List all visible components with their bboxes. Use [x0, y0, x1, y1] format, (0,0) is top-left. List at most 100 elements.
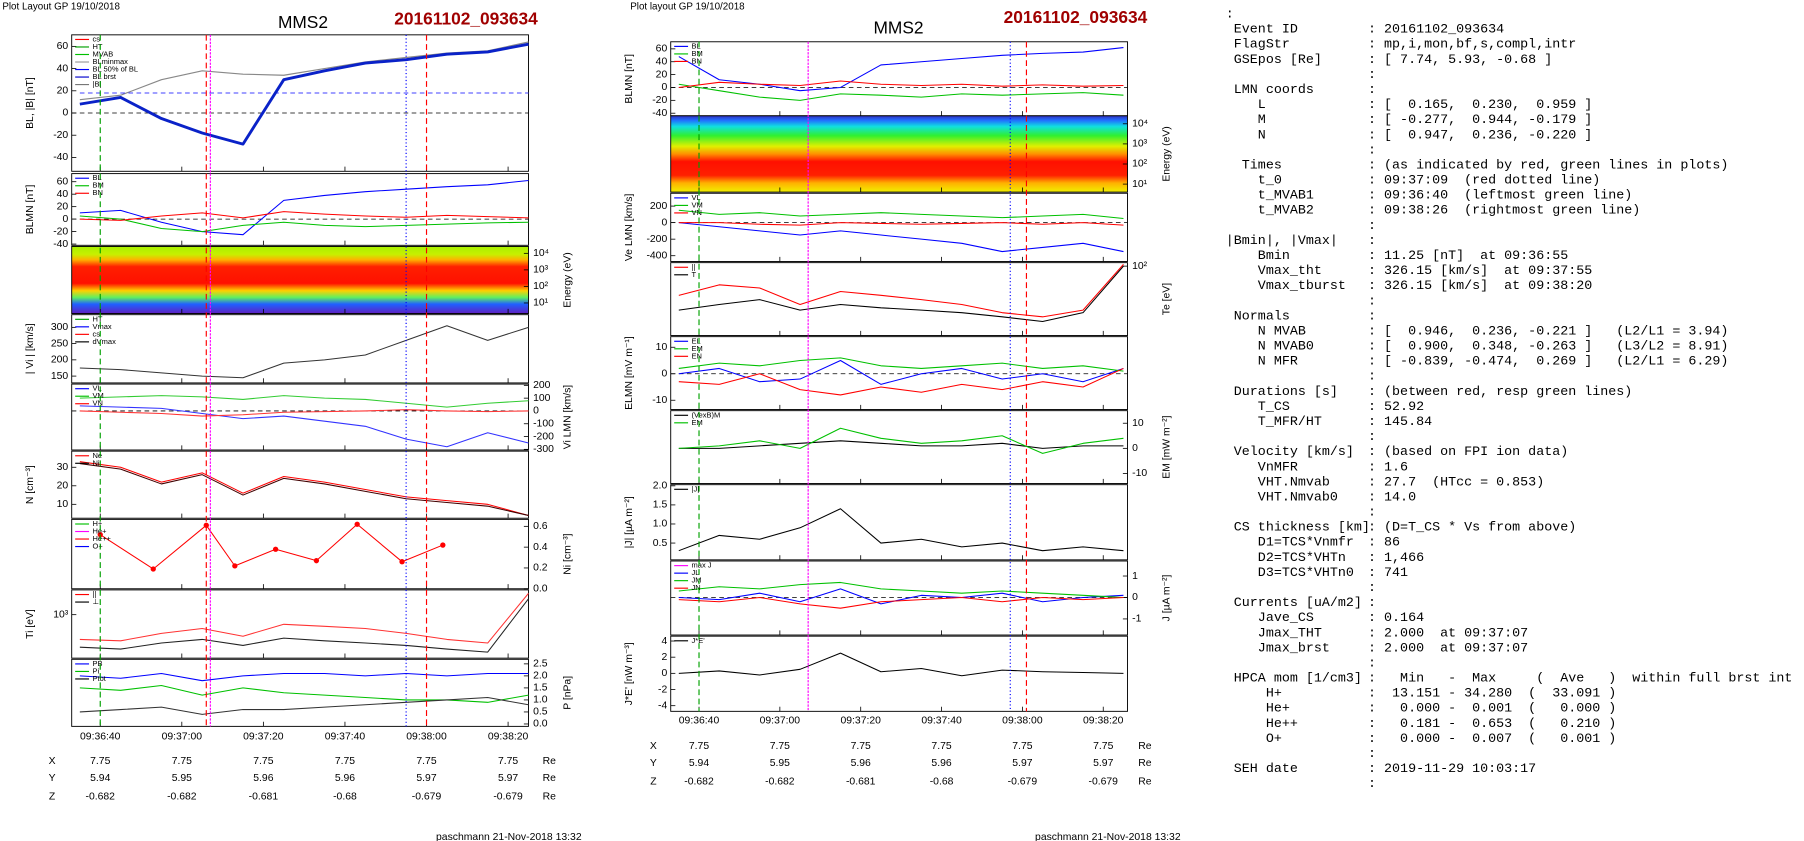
legend-label: (VexB)M	[692, 410, 721, 419]
y-axis-label: Vi LMN [km/s]	[563, 385, 574, 450]
y-tick-label: 200	[533, 380, 551, 391]
legend-label: EN	[692, 351, 702, 360]
position-value: 5.96	[851, 758, 871, 769]
x-tick-label: 09:37:20	[243, 732, 284, 743]
y-tick-label: 0	[533, 406, 539, 417]
data-line	[678, 222, 1124, 253]
x-tick-label: 09:37:00	[760, 715, 801, 726]
y-tick-label: 1.5	[533, 683, 548, 694]
y-tick-label: 0.6	[533, 521, 548, 532]
y-tick-label: 1.5	[653, 500, 668, 511]
y-tick-label: -300	[533, 444, 554, 455]
data-point	[399, 559, 405, 565]
report-key: T_CS	[1226, 400, 1290, 415]
report-value: : 145.84	[1368, 415, 1432, 430]
panel-frame	[670, 484, 1128, 561]
report-value: :	[1368, 294, 1376, 309]
data-line	[678, 588, 1124, 605]
panel-frame	[71, 173, 529, 246]
position-label: X	[650, 741, 657, 752]
report-value: : 0.000 - 0.001 ( 0.000 )	[1368, 702, 1616, 717]
data-line	[79, 598, 529, 653]
report-key: GSEpos [Re]	[1226, 53, 1322, 68]
legend-label: EM	[692, 344, 703, 353]
report-value: : 741	[1368, 566, 1408, 581]
report-key: Jave_CS	[1226, 611, 1314, 626]
y-tick-label: 40	[57, 63, 69, 74]
data-line	[79, 41, 529, 101]
report-value: :	[1368, 777, 1376, 792]
report-key: N MVAB	[1226, 324, 1306, 339]
panel-frame	[71, 34, 529, 172]
legend-label: VN	[93, 399, 103, 408]
position-value: 7.75	[172, 756, 192, 767]
legend-label: Pi	[93, 666, 100, 675]
position-label: Y	[49, 773, 56, 784]
y-tick-label: 40	[656, 56, 668, 67]
report-key: VHT.Nmvab0	[1226, 490, 1338, 505]
y-axis-label: BLMN [nT]	[624, 54, 635, 104]
y-tick-label: 300	[51, 322, 69, 333]
data-line	[678, 264, 1124, 318]
data-line	[79, 325, 529, 379]
y-tick-label: -20	[652, 95, 667, 106]
report-value: :	[1368, 370, 1376, 385]
report-value: : 1.6	[1368, 460, 1408, 475]
data-line	[79, 409, 529, 417]
position-value: 7.75	[90, 756, 110, 767]
report-key: Currents [uA/m2]	[1226, 596, 1362, 611]
legend-label: max J	[692, 561, 712, 570]
legend-label: JN	[692, 583, 701, 592]
position-value: 5.97	[416, 773, 436, 784]
data-line	[678, 357, 1124, 372]
legend-label: Ne	[93, 451, 103, 460]
report-value: : (as indicated by red, green lines in p…	[1368, 158, 1728, 173]
report-key: Bmin	[1226, 249, 1290, 264]
panel-frame	[670, 410, 1128, 484]
panel-frame	[670, 635, 1128, 712]
y-tick-label: 10²	[1132, 159, 1148, 170]
y-tick-label: -4	[658, 700, 667, 711]
panel-frame	[71, 450, 529, 519]
position-label: Y	[650, 758, 657, 769]
position-value: 5.97	[1093, 758, 1113, 769]
legend-label: HT	[93, 314, 103, 323]
data-line	[79, 463, 529, 516]
y-tick-label: -200	[646, 234, 667, 245]
position-value: 7.75	[498, 756, 518, 767]
data-line	[678, 83, 1124, 101]
position-value: -0.682	[167, 792, 197, 803]
report-value: : [ -0.277, 0.944, -0.179 ]	[1368, 113, 1592, 128]
panel-frame	[670, 336, 1128, 410]
position-value: -0.681	[846, 777, 876, 788]
report-value: : 0.164	[1368, 611, 1424, 626]
position-unit: Re	[543, 792, 557, 803]
report-key: N MFR	[1226, 355, 1298, 370]
y-tick-label: 10³	[533, 265, 549, 276]
position-value: 7.75	[335, 756, 355, 767]
data-line	[678, 359, 1124, 385]
y-axis-label: Energy (eV)	[563, 252, 574, 307]
report-value: : 2.000 at 09:37:07	[1368, 641, 1528, 656]
data-line	[79, 405, 529, 448]
y-tick-label: 0	[62, 108, 68, 119]
data-line	[678, 47, 1124, 92]
position-value: -0.682	[684, 777, 714, 788]
y-tick-label: 0	[62, 214, 68, 225]
report-value: :	[1368, 83, 1376, 98]
y-tick-label: -200	[533, 431, 554, 442]
position-unit: Re	[543, 773, 557, 784]
report-key: Velocity [km/s]	[1226, 445, 1354, 460]
data-line	[79, 684, 529, 703]
report-value: : [ 7.74, 5.93, -0.68 ]	[1368, 53, 1552, 68]
legend-label: VN	[692, 208, 702, 217]
legend-label: O+	[93, 542, 104, 551]
report-value: : 11.25 [nT] at 09:36:55	[1368, 249, 1568, 264]
legend-label: BLminmax	[93, 57, 129, 66]
legend-label: BN	[93, 188, 103, 197]
report-key: VHT.Nmvab	[1226, 475, 1330, 490]
panel-frame	[71, 383, 529, 451]
data-line	[79, 211, 529, 221]
position-value: 7.75	[1012, 741, 1032, 752]
